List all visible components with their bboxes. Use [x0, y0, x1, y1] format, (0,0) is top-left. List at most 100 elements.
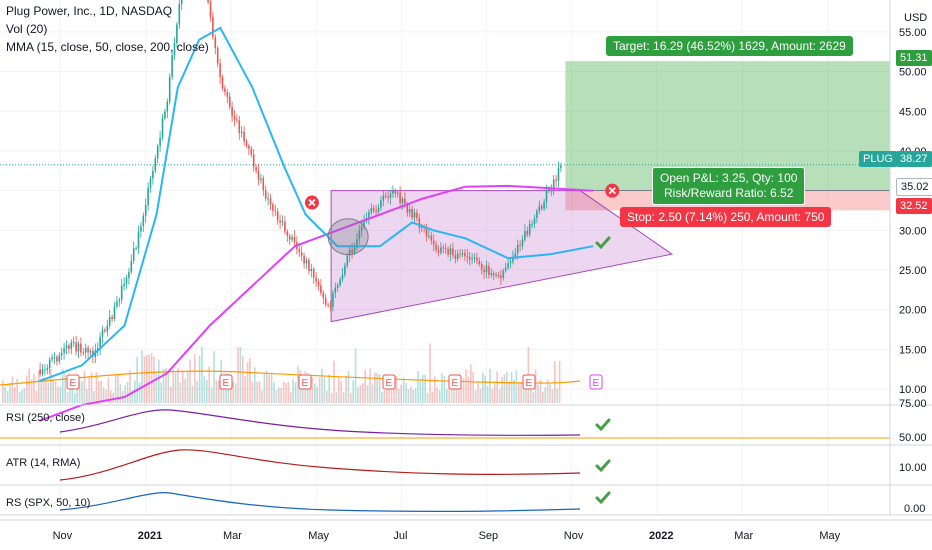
candle-body — [430, 235, 433, 241]
volume-bar — [345, 375, 347, 403]
candle-body — [144, 205, 147, 216]
volume-bar — [455, 380, 458, 403]
symbol-tag: PLUG — [859, 151, 897, 167]
candle-body — [173, 43, 176, 56]
candle-body — [452, 248, 454, 256]
check-icon — [595, 236, 611, 250]
candle-body — [336, 285, 339, 288]
volume-bar — [438, 390, 441, 403]
volume-bar — [417, 371, 419, 403]
candle-body — [106, 325, 109, 332]
volume-bar — [136, 356, 138, 403]
candle-body — [324, 297, 327, 305]
volume-bar — [448, 376, 450, 403]
volume-bar — [213, 351, 215, 403]
volume-bar — [66, 392, 69, 403]
volume-bar — [42, 376, 45, 403]
time-tick-label: Sep — [479, 530, 499, 542]
candle-body — [406, 203, 409, 213]
candle-body — [368, 212, 370, 219]
currency-label: USD — [904, 12, 928, 24]
candle-body — [125, 277, 128, 284]
candle-body — [75, 342, 77, 352]
volume-bar — [510, 372, 513, 403]
volume-legend[interactable]: Vol (20) — [6, 22, 48, 36]
candle-body — [497, 274, 500, 276]
right-x-icon — [605, 183, 620, 198]
volume-bar — [100, 380, 102, 403]
candle-body — [269, 198, 272, 205]
volume-bar — [407, 389, 410, 403]
chart-title: Plug Power, Inc., 1D, NASDAQ — [6, 4, 173, 18]
candle-body — [504, 267, 507, 271]
mma-legend[interactable]: MMA (15, close, 50, close, 200, close) — [6, 40, 209, 54]
volume-bar — [472, 372, 474, 403]
candle-body — [281, 221, 284, 223]
volume-bar — [426, 392, 429, 403]
volume-bar — [172, 370, 174, 403]
volume-bar — [513, 379, 515, 403]
candle-body — [226, 92, 229, 97]
candle-body — [99, 336, 101, 349]
volume-bar — [371, 384, 374, 403]
atr-legend[interactable]: ATR (14, RMA) — [6, 457, 81, 469]
candle-body — [339, 279, 341, 286]
volume-bar — [174, 372, 177, 403]
candle-body — [502, 270, 505, 278]
rsi-legend[interactable]: RSI (250, close) — [6, 412, 85, 424]
volume-bar — [11, 376, 14, 403]
volume-bar — [62, 368, 64, 403]
candle-body — [60, 352, 63, 356]
candle-body — [490, 273, 493, 275]
volume-bar — [350, 392, 352, 403]
rs-legend[interactable]: RS (SPX, 50, 10) — [6, 497, 91, 509]
candle-body — [305, 260, 308, 264]
candle-body — [401, 198, 404, 204]
volume-bar — [294, 382, 297, 403]
earnings-marker-label: E — [386, 378, 393, 389]
volume-bar — [179, 382, 182, 403]
volume-bar — [114, 374, 117, 403]
volume-bar — [78, 381, 81, 403]
volume-bar — [484, 375, 486, 403]
candle-body — [257, 170, 260, 180]
volume-bar — [18, 391, 21, 403]
volume-bar — [443, 376, 446, 403]
candle-body — [209, 2, 212, 17]
volume-bar — [491, 388, 494, 403]
candle-body — [286, 231, 289, 236]
volume-bar — [390, 389, 393, 403]
volume-bar — [434, 376, 436, 403]
volume-bar — [167, 373, 170, 403]
volume-bar — [162, 368, 165, 403]
time-tick-label: May — [819, 530, 840, 542]
volume-bar — [258, 381, 261, 403]
candle-body — [89, 350, 92, 353]
volume-bar — [486, 386, 489, 403]
earnings-marker — [298, 374, 312, 390]
candle-body — [476, 257, 478, 261]
atr-tick-10: 10.00 — [899, 462, 927, 474]
candle-body — [478, 260, 481, 264]
volume-bar — [160, 382, 162, 403]
candle-body — [425, 228, 428, 237]
volume-bar — [182, 370, 184, 403]
volume-bar — [450, 377, 453, 403]
candle-body — [166, 101, 169, 112]
candle-body — [267, 198, 269, 200]
volume-bar — [6, 391, 9, 403]
volume-bar — [14, 387, 16, 403]
candle-body — [315, 277, 317, 282]
candle-body — [404, 198, 406, 204]
volume-bar — [261, 390, 263, 403]
volume-bar — [98, 380, 100, 403]
volume-bar — [196, 380, 198, 403]
volume-bar — [470, 364, 472, 403]
volume-bar — [462, 378, 465, 403]
candle-body — [387, 196, 389, 198]
volume-bar — [357, 387, 359, 403]
candle-body — [507, 263, 509, 268]
volume-bar — [158, 359, 160, 403]
